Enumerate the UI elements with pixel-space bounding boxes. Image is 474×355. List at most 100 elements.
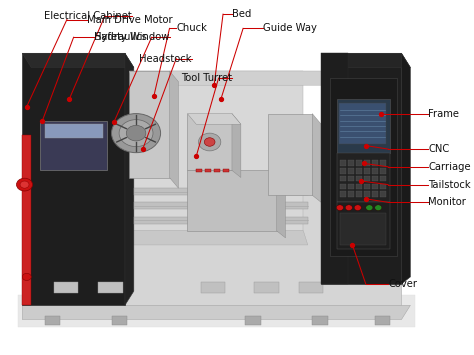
Polygon shape [22,135,410,149]
Bar [254,282,279,293]
Circle shape [20,181,29,188]
Polygon shape [312,114,321,202]
Bar [380,160,386,166]
Circle shape [111,114,161,153]
Polygon shape [339,103,386,144]
Bar [356,160,362,166]
Polygon shape [134,202,308,209]
Bar [348,160,354,166]
Bar [214,169,220,172]
Bar [372,160,378,166]
Bar [380,176,386,181]
Bar [356,184,362,189]
Polygon shape [337,153,390,202]
Text: Guide Way: Guide Way [263,23,317,33]
Circle shape [354,205,361,211]
Bar [372,168,378,174]
Polygon shape [276,170,285,238]
Bar [364,176,370,181]
Circle shape [366,205,373,211]
Polygon shape [18,295,415,327]
Bar [372,176,378,181]
Polygon shape [337,99,390,153]
Bar [364,160,370,166]
Bar [196,169,202,172]
Bar [111,316,127,325]
Polygon shape [321,53,401,284]
Circle shape [17,178,33,191]
Bar [201,282,225,293]
Polygon shape [134,188,308,195]
Bar [364,184,370,189]
Bar [340,168,346,174]
Bar [380,168,386,174]
Text: Bed: Bed [232,9,251,19]
Polygon shape [232,114,241,178]
Circle shape [126,125,146,141]
Bar [364,168,370,174]
Bar [54,282,78,293]
Polygon shape [45,124,102,138]
Bar [246,316,261,325]
Bar [348,176,354,181]
Polygon shape [129,71,303,231]
Polygon shape [187,170,276,231]
Circle shape [204,138,215,146]
Polygon shape [125,53,134,305]
Polygon shape [22,53,134,67]
Polygon shape [330,78,397,256]
Bar [356,191,362,197]
Text: Main Drive Motor: Main Drive Motor [87,15,173,24]
Polygon shape [40,121,107,170]
Text: Monitor: Monitor [428,197,466,207]
Text: Cover: Cover [388,279,417,289]
Bar [364,191,370,197]
Bar [45,316,60,325]
Text: Safety Window: Safety Window [95,32,170,42]
Text: CNC: CNC [428,144,449,154]
Polygon shape [337,202,390,248]
Bar [348,191,354,197]
Text: Carriage: Carriage [428,162,471,172]
Circle shape [22,273,31,280]
Bar [348,168,354,174]
Polygon shape [22,305,410,320]
Bar [372,191,378,197]
Polygon shape [340,213,386,245]
Circle shape [199,133,221,151]
Bar [375,316,390,325]
Polygon shape [22,53,125,305]
Text: Tool Turret: Tool Turret [181,73,232,83]
Polygon shape [134,217,308,224]
Bar [356,176,362,181]
Bar [372,184,378,189]
Bar [312,316,328,325]
Polygon shape [321,53,348,284]
Bar [380,184,386,189]
Polygon shape [129,231,308,245]
Polygon shape [187,114,241,124]
Circle shape [375,205,382,211]
Bar [356,168,362,174]
Bar [340,176,346,181]
Bar [98,282,123,293]
Polygon shape [129,71,330,85]
Bar [380,191,386,197]
Text: Electrical Cabinet: Electrical Cabinet [44,11,132,21]
Text: Frame: Frame [428,109,459,119]
Bar [299,282,323,293]
Text: Tailstock: Tailstock [428,180,471,190]
Polygon shape [129,71,170,178]
Polygon shape [321,53,410,67]
Bar [223,169,229,172]
Bar [205,169,211,172]
Polygon shape [401,53,410,284]
Bar [348,184,354,189]
Polygon shape [268,114,312,195]
Bar [340,160,346,166]
Text: Headstock: Headstock [139,54,192,64]
Polygon shape [187,114,232,170]
Bar [340,184,346,189]
Text: Chuck: Chuck [176,23,207,33]
Circle shape [345,205,352,211]
